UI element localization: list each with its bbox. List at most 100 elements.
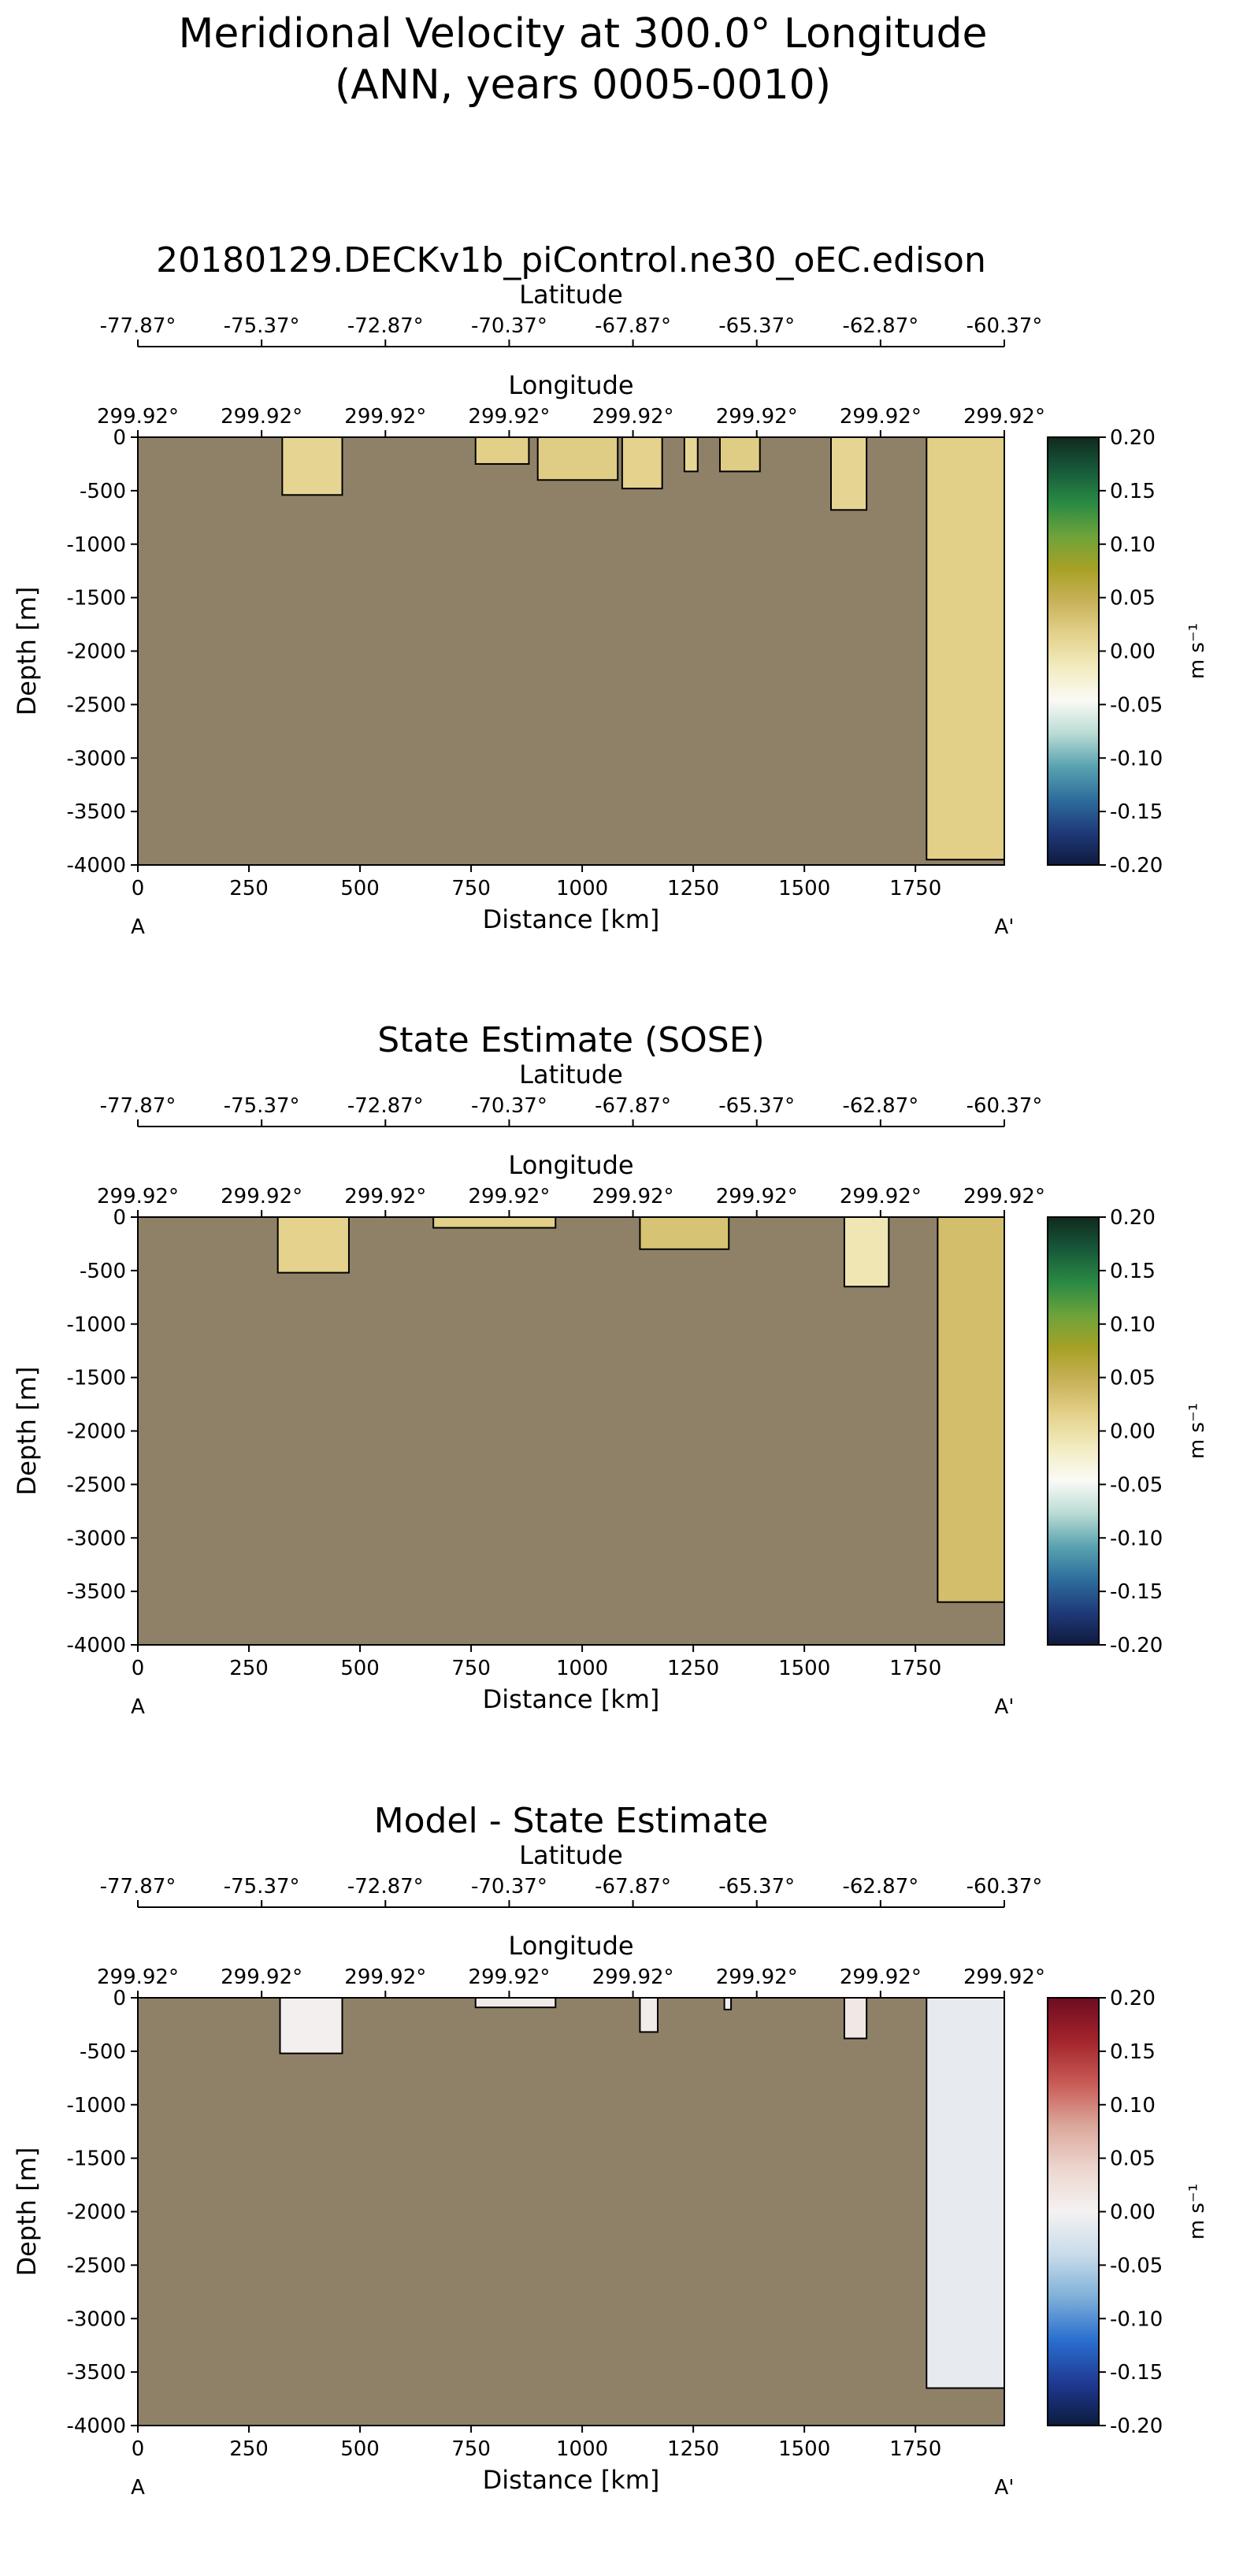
x-tick-label: 1000: [556, 877, 608, 900]
colorbar-tick-label: 0.05: [1110, 587, 1156, 611]
longitude-tick-label: 299.92°: [840, 1965, 922, 1989]
panel-title: State Estimate (SOSE): [377, 1020, 764, 1060]
water-region-5: [937, 1216, 1006, 1603]
longitude-tick-label: 299.92°: [592, 1965, 674, 1989]
water-region-1: [279, 1997, 343, 2054]
water-region-4: [843, 1216, 890, 1288]
y-tick-label: -3000: [66, 1527, 126, 1550]
colorbar-tick-label: -0.15: [1110, 800, 1163, 824]
y-tick-label: -1500: [66, 587, 126, 611]
longitude-tick-label: 299.92°: [716, 1965, 798, 1989]
y-tick-label: -3000: [66, 747, 126, 770]
section-end-label: A': [995, 1695, 1015, 1719]
x-tick-label: 1250: [667, 2437, 719, 2461]
colorbar-label: m s⁻¹: [1185, 2184, 1209, 2240]
panel-1: 20180129.DECKv1b_piControl.ne30_oEC.edis…: [12, 240, 1209, 939]
colorbar: [1047, 1997, 1100, 2426]
latitude-tick-label: -62.87°: [842, 314, 918, 338]
colorbar-tick-label: -0.20: [1110, 2415, 1163, 2438]
land-mask: [138, 437, 1004, 865]
longitude-tick-label: 299.92°: [963, 1185, 1045, 1208]
x-tick-label: 1750: [889, 877, 941, 900]
x-tick-label: 750: [451, 2437, 491, 2461]
x-tick-label: 1500: [778, 877, 830, 900]
y-tick-label: -2500: [66, 693, 126, 717]
y-tick-label: -2500: [66, 1473, 126, 1497]
x-tick-label: 500: [340, 877, 380, 900]
water-region-2: [474, 436, 530, 465]
colorbar-tick-label: -0.20: [1110, 1634, 1163, 1657]
x-tick-label: 1750: [889, 2437, 941, 2461]
water-region-2: [474, 1997, 557, 2009]
longitude-tick-label: 299.92°: [468, 1965, 550, 1989]
latitude-tick-label: -67.87°: [595, 314, 671, 338]
x-tick-label: 1750: [889, 1657, 941, 1680]
y-tick-label: 0: [113, 1987, 126, 2010]
y-tick-label: -2000: [66, 2201, 126, 2225]
water-region-4: [621, 436, 663, 490]
x-tick-label: 1250: [667, 877, 719, 900]
y-tick-label: -2000: [66, 1420, 126, 1444]
y-tick-label: -500: [80, 1260, 126, 1283]
latitude-tick-label: -72.87°: [347, 314, 424, 338]
colorbar-tick-label: -0.05: [1110, 693, 1163, 717]
longitude-tick-label: 299.92°: [221, 1965, 302, 1989]
y-tick-label: -3500: [66, 800, 126, 824]
x-tick-label: 0: [132, 877, 145, 900]
x-axis-label: Distance [km]: [483, 2465, 660, 2495]
panel-2: State Estimate (SOSE)Latitude -77.87° -75.…: [12, 1020, 1209, 1719]
y-tick-label: -3000: [66, 2307, 126, 2331]
latitude-tick-label: -65.37°: [718, 1094, 795, 1118]
section-start-label: A: [131, 1695, 145, 1719]
y-tick-label: -3500: [66, 2361, 126, 2385]
panels: 20180129.DECKv1b_piControl.ne30_oEC.edis…: [12, 240, 1209, 2500]
section-end-label: A': [995, 2476, 1015, 2500]
y-tick-label: -500: [80, 480, 126, 503]
longitude-tick-label: 299.92°: [468, 1185, 550, 1208]
water-region-7: [830, 436, 868, 511]
y-tick-label: -1000: [66, 533, 126, 557]
longitude-tick-label: 299.92°: [840, 405, 922, 429]
colorbar-tick-label: 0.10: [1110, 533, 1156, 557]
water-region-5: [683, 436, 699, 473]
longitude-tick-label: 299.92°: [344, 1965, 426, 1989]
colorbar-tick-label: 0.05: [1110, 1367, 1156, 1390]
x-tick-label: 500: [340, 2437, 380, 2461]
colorbar-tick-label: -0.20: [1110, 854, 1163, 878]
water-region-3: [536, 436, 619, 481]
x-tick-label: 1000: [556, 1657, 608, 1680]
longitude-tick-label: 299.92°: [963, 1965, 1045, 1989]
latitude-tick-label: -60.37°: [966, 1875, 1043, 1899]
latitude-tick-label: -67.87°: [595, 1094, 671, 1118]
colorbar-tick-label: 0.15: [1110, 480, 1156, 503]
x-tick-label: 0: [132, 1657, 145, 1680]
y-tick-label: -4000: [66, 2415, 126, 2438]
section-start-label: A: [131, 2476, 145, 2500]
water-region-6: [718, 436, 761, 473]
y-tick-label: 0: [113, 426, 126, 450]
latitude-tick-label: -77.87°: [100, 314, 176, 338]
y-tick-label: -2500: [66, 2254, 126, 2277]
colorbar-tick-label: -0.10: [1110, 747, 1163, 770]
x-tick-label: 750: [451, 877, 491, 900]
colorbar: [1047, 1216, 1100, 1646]
longitude-tick-label: 299.92°: [716, 1185, 798, 1208]
latitude-tick-label: -62.87°: [842, 1094, 918, 1118]
y-tick-label: -1500: [66, 1367, 126, 1390]
panel-title: Model - State Estimate: [374, 1801, 769, 1841]
latitude-tick-label: -77.87°: [100, 1875, 176, 1899]
colorbar-tick-label: 0.15: [1110, 2040, 1156, 2064]
water-region-6: [926, 1997, 1006, 2389]
water-region-3: [639, 1997, 659, 2033]
colorbar-tick-label: 0.20: [1110, 1206, 1156, 1230]
latitude-tick-label: -77.87°: [100, 1094, 176, 1118]
x-tick-label: 1500: [778, 1657, 830, 1680]
water-region-1: [276, 1216, 350, 1274]
x-tick-label: 1500: [778, 2437, 830, 2461]
longitude-tick-label: 299.92°: [344, 405, 426, 429]
longitude-axis-label: Longitude: [508, 370, 633, 400]
colorbar-tick-label: 0.10: [1110, 1313, 1156, 1337]
y-tick-label: 0: [113, 1206, 126, 1230]
